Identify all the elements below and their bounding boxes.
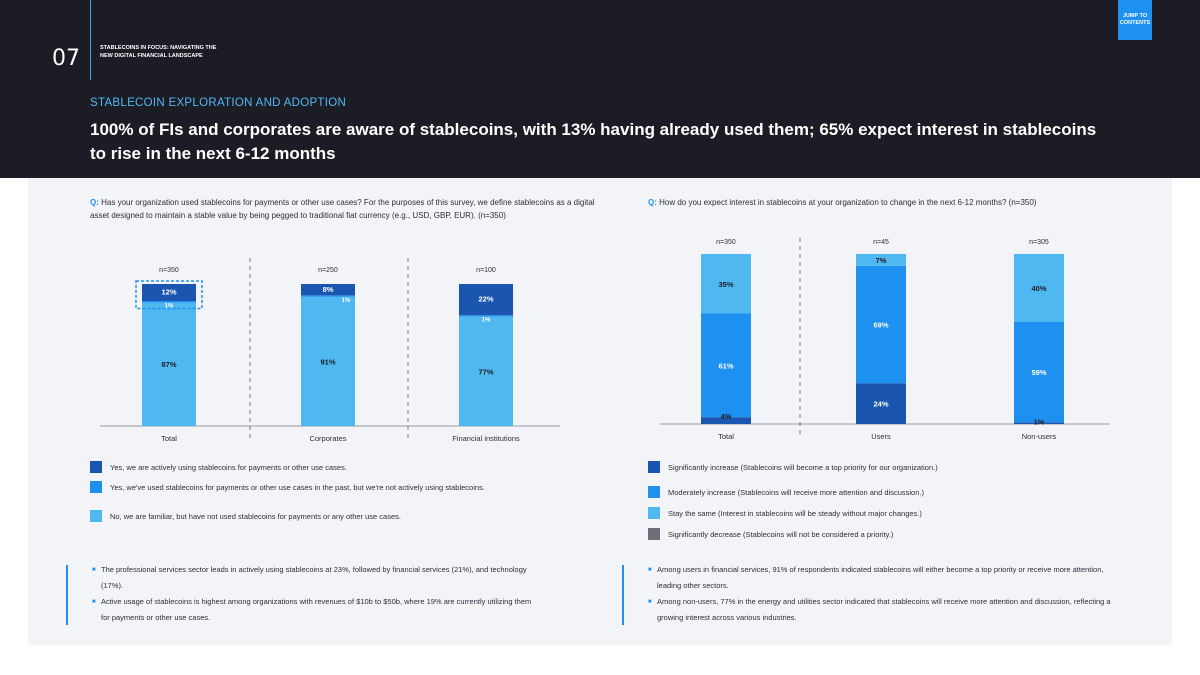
right-legend-item-sig-dec: Significantly decrease (Stablecoins will… (648, 528, 1128, 540)
right-category-label: Total (718, 432, 734, 441)
left-category-label: Total (161, 434, 177, 443)
left-category-label: Corporates (309, 434, 346, 443)
header-banner: 07 STABLECOINS IN FOCUS: NAVIGATING THE … (0, 0, 1200, 178)
left-bar-past (459, 315, 513, 317)
left-bar-label: 12% (161, 288, 176, 297)
legend-label: No, we are familiar, but have not used s… (110, 512, 401, 521)
highlight-box (135, 280, 203, 310)
legend-label: Significantly increase (Stablecoins will… (668, 463, 938, 472)
left-sample-size: n=100 (476, 267, 496, 274)
right-bar-mod-increase (856, 265, 906, 384)
left-bar-label: 1% (342, 298, 351, 304)
right-bar-sig-increase (856, 383, 906, 424)
legend-swatch (90, 461, 102, 473)
right-question-text: How do you expect interest in stablecoin… (659, 198, 1037, 207)
right-bar-label: 1% (1034, 417, 1045, 426)
left-bar-label: 22% (478, 295, 493, 304)
jump-to-contents-button[interactable]: JUMP TO CONTENTS (1118, 0, 1152, 40)
left-bar-active (142, 284, 196, 302)
right-category-label: Non-users (1022, 432, 1057, 441)
left-bar-label: 1% (482, 318, 491, 324)
left-bar-label: 91% (320, 357, 335, 366)
left-bar-never (142, 302, 196, 426)
left-legend-item-past: Yes, we've used stablecoins for payments… (90, 481, 540, 493)
page-number: 07 (52, 46, 80, 71)
right-q-label: Q: (648, 198, 657, 207)
right-bar-same (856, 254, 906, 266)
left-bar-never (301, 296, 355, 426)
left-legend-item-never: No, we are familiar, but have not used s… (90, 510, 540, 522)
legend-label: Yes, we've used stablecoins for payments… (110, 483, 485, 492)
left-sample-size: n=250 (318, 267, 338, 274)
right-note-1: Among users in financial services, 91% o… (648, 562, 1113, 594)
left-bar-label: 77% (478, 367, 493, 376)
legend-swatch (648, 461, 660, 473)
right-bar-label: 69% (873, 321, 888, 330)
left-notes-accent (66, 565, 68, 625)
document-title: STABLECOINS IN FOCUS: NAVIGATING THE NEW… (100, 45, 217, 59)
legend-label: Significantly decrease (Stablecoins will… (668, 530, 894, 539)
right-bar-label: 40% (1031, 284, 1046, 293)
left-bar-past (142, 301, 196, 303)
left-bar-label: 1% (165, 304, 174, 310)
right-bar-label: 24% (873, 400, 888, 409)
right-bar-sig-increase (701, 417, 751, 424)
right-bar-label: 7% (876, 256, 887, 265)
left-note-1: The professional services sector leads i… (92, 562, 542, 594)
right-bar-same (701, 254, 751, 314)
right-legend-item-sig-inc: Significantly increase (Stablecoins will… (648, 461, 1128, 473)
left-bar-never (459, 316, 513, 426)
right-note-2: Among non-users, 77% in the energy and u… (648, 594, 1113, 626)
right-bar-label: 35% (718, 280, 733, 289)
right-notes: Among users in financial services, 91% o… (622, 562, 1113, 626)
legend-swatch (648, 486, 660, 498)
legend-swatch (648, 528, 660, 540)
legend-label: Stay the same (Interest in stablecoins w… (668, 509, 922, 518)
left-bar-active (301, 284, 355, 296)
left-notes: The professional services sector leads i… (66, 562, 542, 626)
right-legend-item-mod-inc: Moderately increase (Stablecoins will re… (648, 486, 1128, 498)
legend-swatch (90, 481, 102, 493)
left-note-2: Active usage of stablecoins is highest a… (92, 594, 542, 626)
right-bar-same (1014, 254, 1064, 322)
left-legend-item-active: Yes, we are actively using stablecoins f… (90, 461, 540, 473)
right-bar-mod-increase (701, 313, 751, 418)
page-headline: 100% of FIs and corporates are aware of … (90, 120, 1097, 163)
right-bar-sig-increase (1014, 422, 1064, 424)
left-bar-label: 8% (323, 285, 334, 294)
legend-label: Yes, we are actively using stablecoins f… (110, 463, 347, 472)
left-bar-past (301, 295, 355, 297)
left-category-label: Financial institutions (452, 434, 520, 443)
right-notes-accent (622, 565, 624, 625)
section-eyebrow: STABLECOIN EXPLORATION AND ADOPTION (90, 97, 347, 109)
right-sample-size: n=350 (716, 239, 736, 246)
left-q-label: Q: (90, 198, 99, 207)
right-sample-size: n=305 (1029, 239, 1049, 246)
left-bar-active (459, 284, 513, 316)
right-bar-label: 4% (721, 412, 732, 421)
left-bar-label: 87% (161, 360, 176, 369)
legend-swatch (648, 507, 660, 519)
legend-label: Moderately increase (Stablecoins will re… (668, 488, 924, 497)
right-bar-label: 61% (718, 361, 733, 370)
header-divider (90, 0, 91, 80)
right-bar-label: 59% (1031, 368, 1046, 377)
right-bar-mod-increase (1014, 322, 1064, 423)
right-legend-item-same: Stay the same (Interest in stablecoins w… (648, 507, 1128, 519)
left-question: Q: Has your organization used stablecoin… (90, 196, 600, 222)
right-question: Q: How do you expect interest in stablec… (648, 196, 1118, 209)
legend-swatch (90, 510, 102, 522)
left-question-text: Has your organization used stablecoins f… (90, 198, 595, 220)
right-sample-size: n=45 (873, 239, 889, 246)
left-sample-size: n=350 (159, 267, 179, 274)
right-category-label: Users (871, 432, 891, 441)
